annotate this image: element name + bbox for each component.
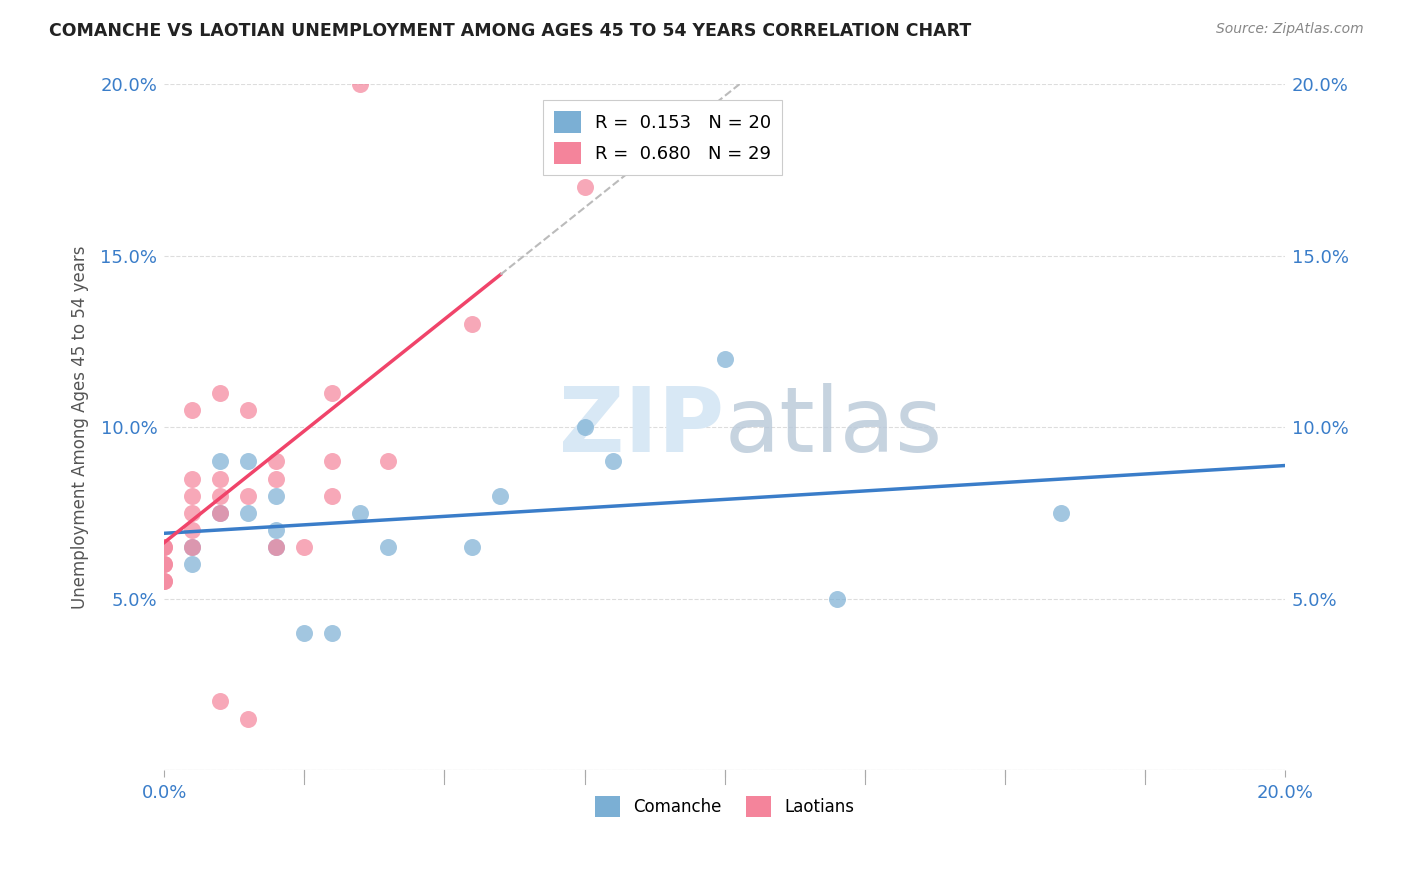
Point — [153, 558, 176, 572]
Point — [238, 506, 260, 520]
Point — [321, 489, 343, 503]
Point — [181, 506, 204, 520]
Point — [602, 454, 624, 468]
Point — [349, 506, 371, 520]
Point — [209, 386, 232, 401]
Point — [292, 626, 315, 640]
Point — [181, 403, 204, 417]
Point — [266, 472, 288, 486]
Point — [825, 591, 848, 606]
Text: Source: ZipAtlas.com: Source: ZipAtlas.com — [1216, 22, 1364, 37]
Point — [181, 523, 204, 537]
Text: ZIP: ZIP — [560, 384, 724, 471]
Point — [266, 540, 288, 554]
Text: COMANCHE VS LAOTIAN UNEMPLOYMENT AMONG AGES 45 TO 54 YEARS CORRELATION CHART: COMANCHE VS LAOTIAN UNEMPLOYMENT AMONG A… — [49, 22, 972, 40]
Point — [574, 420, 596, 434]
Point — [489, 489, 512, 503]
Point — [461, 540, 484, 554]
Point — [321, 626, 343, 640]
Point — [153, 574, 176, 589]
Y-axis label: Unemployment Among Ages 45 to 54 years: Unemployment Among Ages 45 to 54 years — [72, 245, 89, 609]
Point — [321, 454, 343, 468]
Point — [574, 180, 596, 194]
Point — [181, 472, 204, 486]
Point — [1049, 506, 1071, 520]
Point — [377, 540, 399, 554]
Point — [209, 506, 232, 520]
Point — [266, 454, 288, 468]
Text: atlas: atlas — [724, 384, 942, 471]
Point — [181, 540, 204, 554]
Point — [209, 694, 232, 708]
Point — [713, 351, 735, 366]
Point — [209, 454, 232, 468]
Point — [266, 523, 288, 537]
Point — [153, 540, 176, 554]
Point — [181, 558, 204, 572]
Point — [377, 454, 399, 468]
Legend: Comanche, Laotians: Comanche, Laotians — [588, 789, 862, 823]
Point — [238, 712, 260, 726]
Point — [349, 78, 371, 92]
Point — [266, 489, 288, 503]
Point — [153, 558, 176, 572]
Point — [292, 540, 315, 554]
Point — [461, 318, 484, 332]
Point — [238, 454, 260, 468]
Point — [181, 489, 204, 503]
Point — [209, 506, 232, 520]
Point — [238, 489, 260, 503]
Point — [153, 540, 176, 554]
Point — [209, 489, 232, 503]
Point — [321, 386, 343, 401]
Point — [153, 574, 176, 589]
Point — [266, 540, 288, 554]
Point — [181, 540, 204, 554]
Point — [238, 403, 260, 417]
Point — [209, 472, 232, 486]
